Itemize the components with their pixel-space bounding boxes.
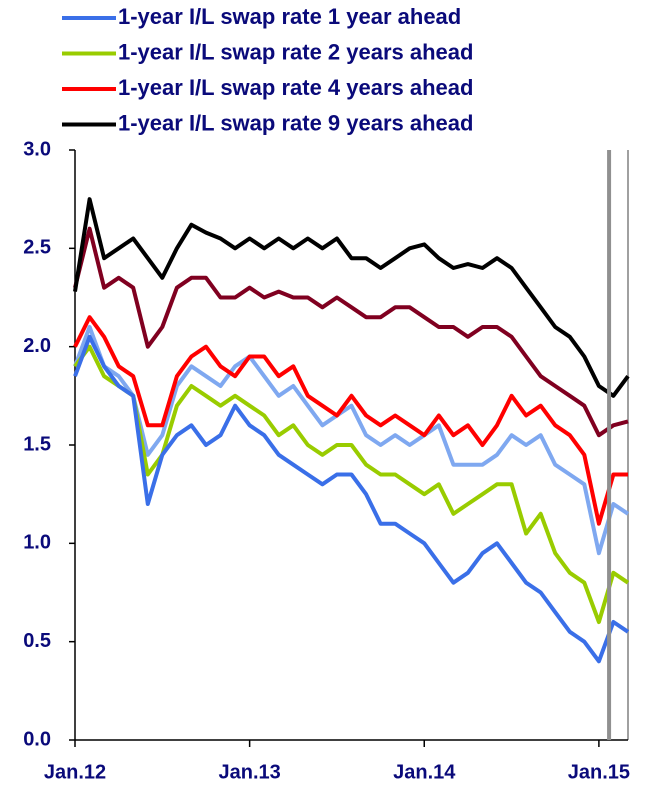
x-tick-label: Jan.12 xyxy=(44,761,106,783)
y-tick-label: 1.5 xyxy=(23,433,51,455)
series-line xyxy=(73,226,629,438)
legend-label: 1-year I/L swap rate 2 years ahead xyxy=(118,39,473,64)
series-line xyxy=(73,344,630,624)
y-tick-label: 3.0 xyxy=(23,138,51,160)
series-line xyxy=(73,334,630,664)
legend-label: 1-year I/L swap rate 1 year ahead xyxy=(118,4,461,29)
x-tick-label: Jan.15 xyxy=(568,761,630,783)
series-line xyxy=(73,197,630,398)
x-tick-label: Jan.14 xyxy=(393,761,456,783)
y-tick-label: 0.0 xyxy=(23,728,51,750)
legend-label: 1-year I/L swap rate 9 years ahead xyxy=(118,110,473,135)
y-tick-label: 2.0 xyxy=(23,335,51,357)
series-line xyxy=(73,315,628,526)
y-tick-label: 0.5 xyxy=(23,630,51,652)
legend-label: 1-year I/L swap rate 4 years ahead xyxy=(118,75,473,100)
series-line xyxy=(73,325,630,556)
y-tick-label: 1.0 xyxy=(23,532,51,554)
y-tick-label: 2.5 xyxy=(23,237,51,259)
x-tick-label: Jan.13 xyxy=(218,761,280,783)
